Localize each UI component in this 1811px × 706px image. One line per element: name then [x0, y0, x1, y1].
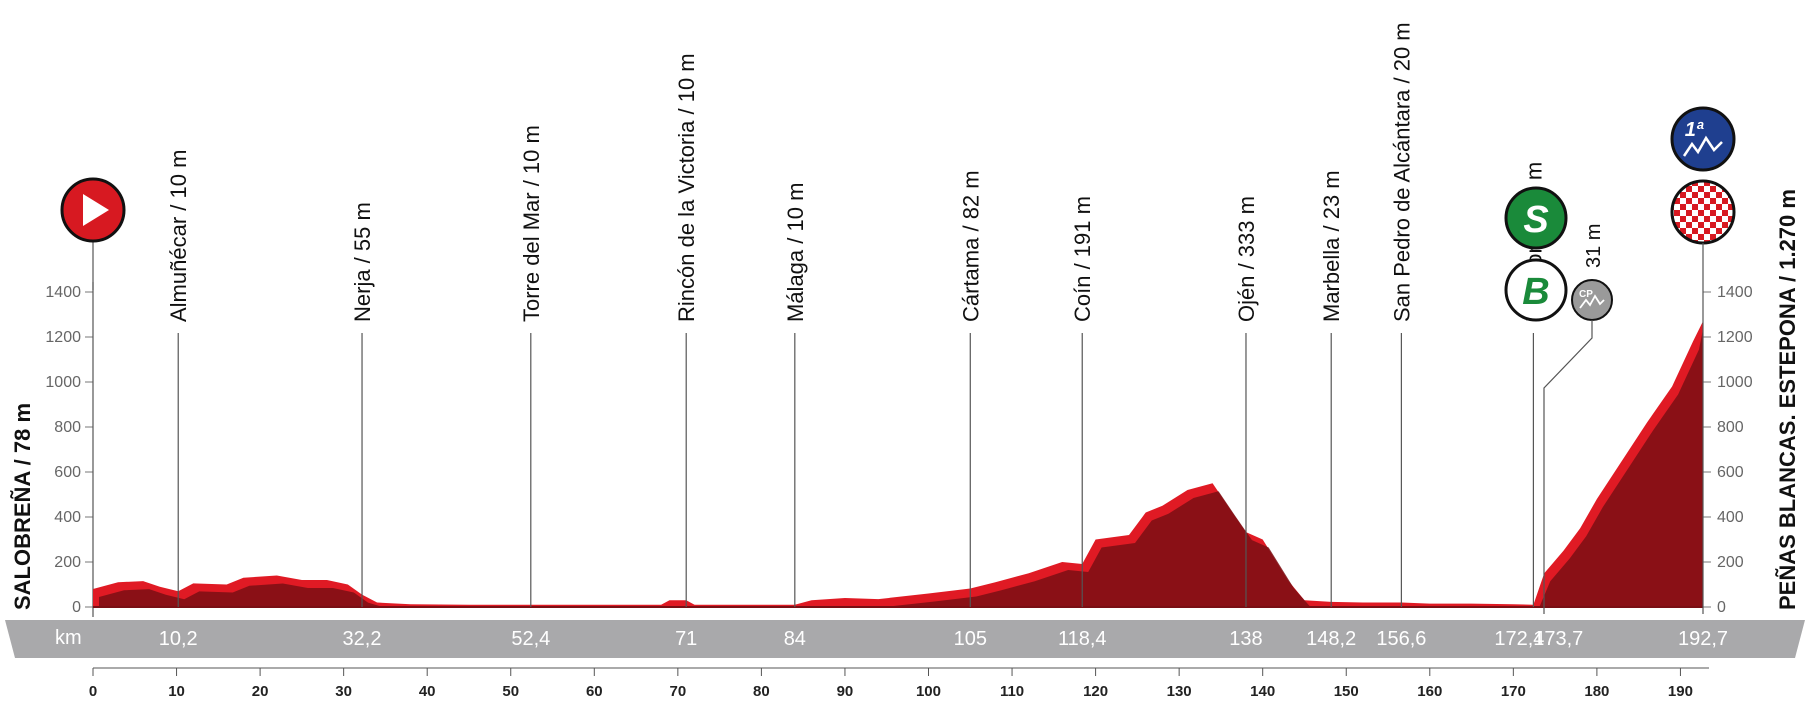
finish-location: PEÑAS BLANCAS. ESTEPONA / 1.270 m: [1775, 189, 1800, 610]
km-marker-label: 192,7: [1678, 628, 1728, 650]
kom-category: 1ª: [1685, 119, 1704, 141]
finish-icon: [1670, 179, 1736, 614]
checkpoint-elevation: 31 m: [1583, 224, 1605, 268]
y-tick-label-left: 600: [54, 464, 81, 481]
y-tick-label-left: 0: [72, 599, 81, 616]
km-marker-label: 172,4: [1494, 628, 1544, 650]
x-tick-label: 140: [1250, 683, 1275, 700]
km-marker-label: 52,4: [511, 628, 550, 650]
km-marker-label: 156,6: [1376, 628, 1426, 650]
y-tick-label-right: 1200: [1717, 329, 1753, 346]
x-tick-label: 10: [168, 683, 185, 700]
x-tick-label: 120: [1083, 683, 1108, 700]
town-label: Torre del Mar / 10 m: [519, 125, 544, 322]
x-tick-label: 170: [1501, 683, 1526, 700]
start-location: SALOBREÑA / 78 m: [10, 403, 35, 610]
x-tick-label: 80: [753, 683, 770, 700]
sprint-icon: S: [1504, 186, 1568, 250]
km-marker-label: 84: [784, 628, 806, 650]
town-label: Marbella / 23 m: [1319, 170, 1344, 322]
y-tick-label-right: 1400: [1717, 284, 1753, 301]
y-tick-label-left: 1400: [45, 284, 81, 301]
town-label: Almuñécar / 10 m: [166, 150, 191, 322]
y-tick-label-left: 200: [54, 554, 81, 571]
y-tick-label-right: 200: [1717, 554, 1744, 571]
x-tick-label: 40: [419, 683, 436, 700]
y-tick-label-right: 1000: [1717, 374, 1753, 391]
town-label: Ojén / 333 m: [1234, 196, 1259, 322]
y-tick-label-right: 0: [1717, 599, 1726, 616]
kom-icon: 1ª: [1670, 106, 1736, 172]
town-label: Cártama / 82 m: [958, 170, 983, 322]
x-tick-label: 180: [1584, 683, 1609, 700]
bonus-icon: B: [1504, 258, 1568, 322]
distance-axis: 0 10 20 30 40 50 60 70 80 90 100 110 120 130 140 150 160…: [89, 667, 1709, 700]
x-tick-label: 60: [586, 683, 603, 700]
checkpoint-label: CP: [1579, 289, 1593, 300]
km-marker-label: 71: [675, 628, 697, 650]
town-label: San Pedro de Alcántara / 20 m: [1389, 22, 1414, 322]
x-tick-label: 130: [1167, 683, 1192, 700]
km-marker-label: 10,2: [159, 628, 198, 650]
sprint-letter: S: [1523, 199, 1548, 241]
x-tick-label: 90: [837, 683, 854, 700]
x-tick-label: 110: [1000, 683, 1024, 700]
km-unit-label: km: [55, 627, 82, 649]
km-marker-label: 173,7: [1533, 628, 1583, 650]
y-tick-label-left: 800: [54, 419, 81, 436]
x-tick-label: 50: [502, 683, 519, 700]
km-marker-label: 105: [954, 628, 987, 650]
x-tick-label: 160: [1417, 683, 1442, 700]
x-tick-label: 150: [1334, 683, 1359, 700]
km-marker-label: 138: [1229, 628, 1262, 650]
town-markers: Almuñécar / 10 m Nerja / 55 m Torre del Ma…: [166, 22, 1546, 607]
km-marker-label: 32,2: [343, 628, 382, 650]
y-tick-label-left: 1000: [45, 374, 81, 391]
bonus-letter: B: [1522, 271, 1549, 313]
km-band-markers: 10,2 32,2 52,4 71 84 105 118,4 138 148,2 156,6 172…: [159, 628, 1728, 650]
x-tick-label: 70: [670, 683, 687, 700]
y-tick-label-right: 800: [1717, 419, 1744, 436]
checkpoint-icon: CP 31 m: [1543, 224, 1613, 614]
km-band: [5, 620, 1805, 658]
x-tick-label: 100: [916, 683, 941, 700]
km-marker-label: 118,4: [1058, 628, 1107, 650]
y-tick-label-right: 400: [1717, 509, 1744, 526]
elevation-axis-right: 0 200 400 600 800 1000 1200 1400: [1703, 284, 1753, 616]
town-label: Málaga / 10 m: [783, 183, 808, 322]
start-icon: [60, 177, 126, 290]
profile-fill: [93, 321, 1703, 607]
y-tick-label-left: 1200: [45, 329, 81, 346]
elevation-profile: [93, 321, 1703, 608]
elevation-axis-left: 0 200 400 600 800 1000 1200 1400: [45, 282, 94, 617]
x-tick-label: 190: [1668, 683, 1693, 700]
y-tick-label-left: 400: [54, 509, 81, 526]
town-label: Coín / 191 m: [1070, 196, 1095, 322]
town-label: Rincón de la Victoria / 10 m: [674, 53, 699, 322]
profile-shadow: [99, 329, 1703, 607]
x-tick-label: 30: [335, 683, 352, 700]
x-tick-label: 0: [89, 683, 97, 700]
y-tick-label-right: 600: [1717, 464, 1744, 481]
town-label: Nerja / 55 m: [350, 202, 375, 322]
km-marker-label: 148,2: [1306, 628, 1356, 650]
x-tick-label: 20: [252, 683, 269, 700]
